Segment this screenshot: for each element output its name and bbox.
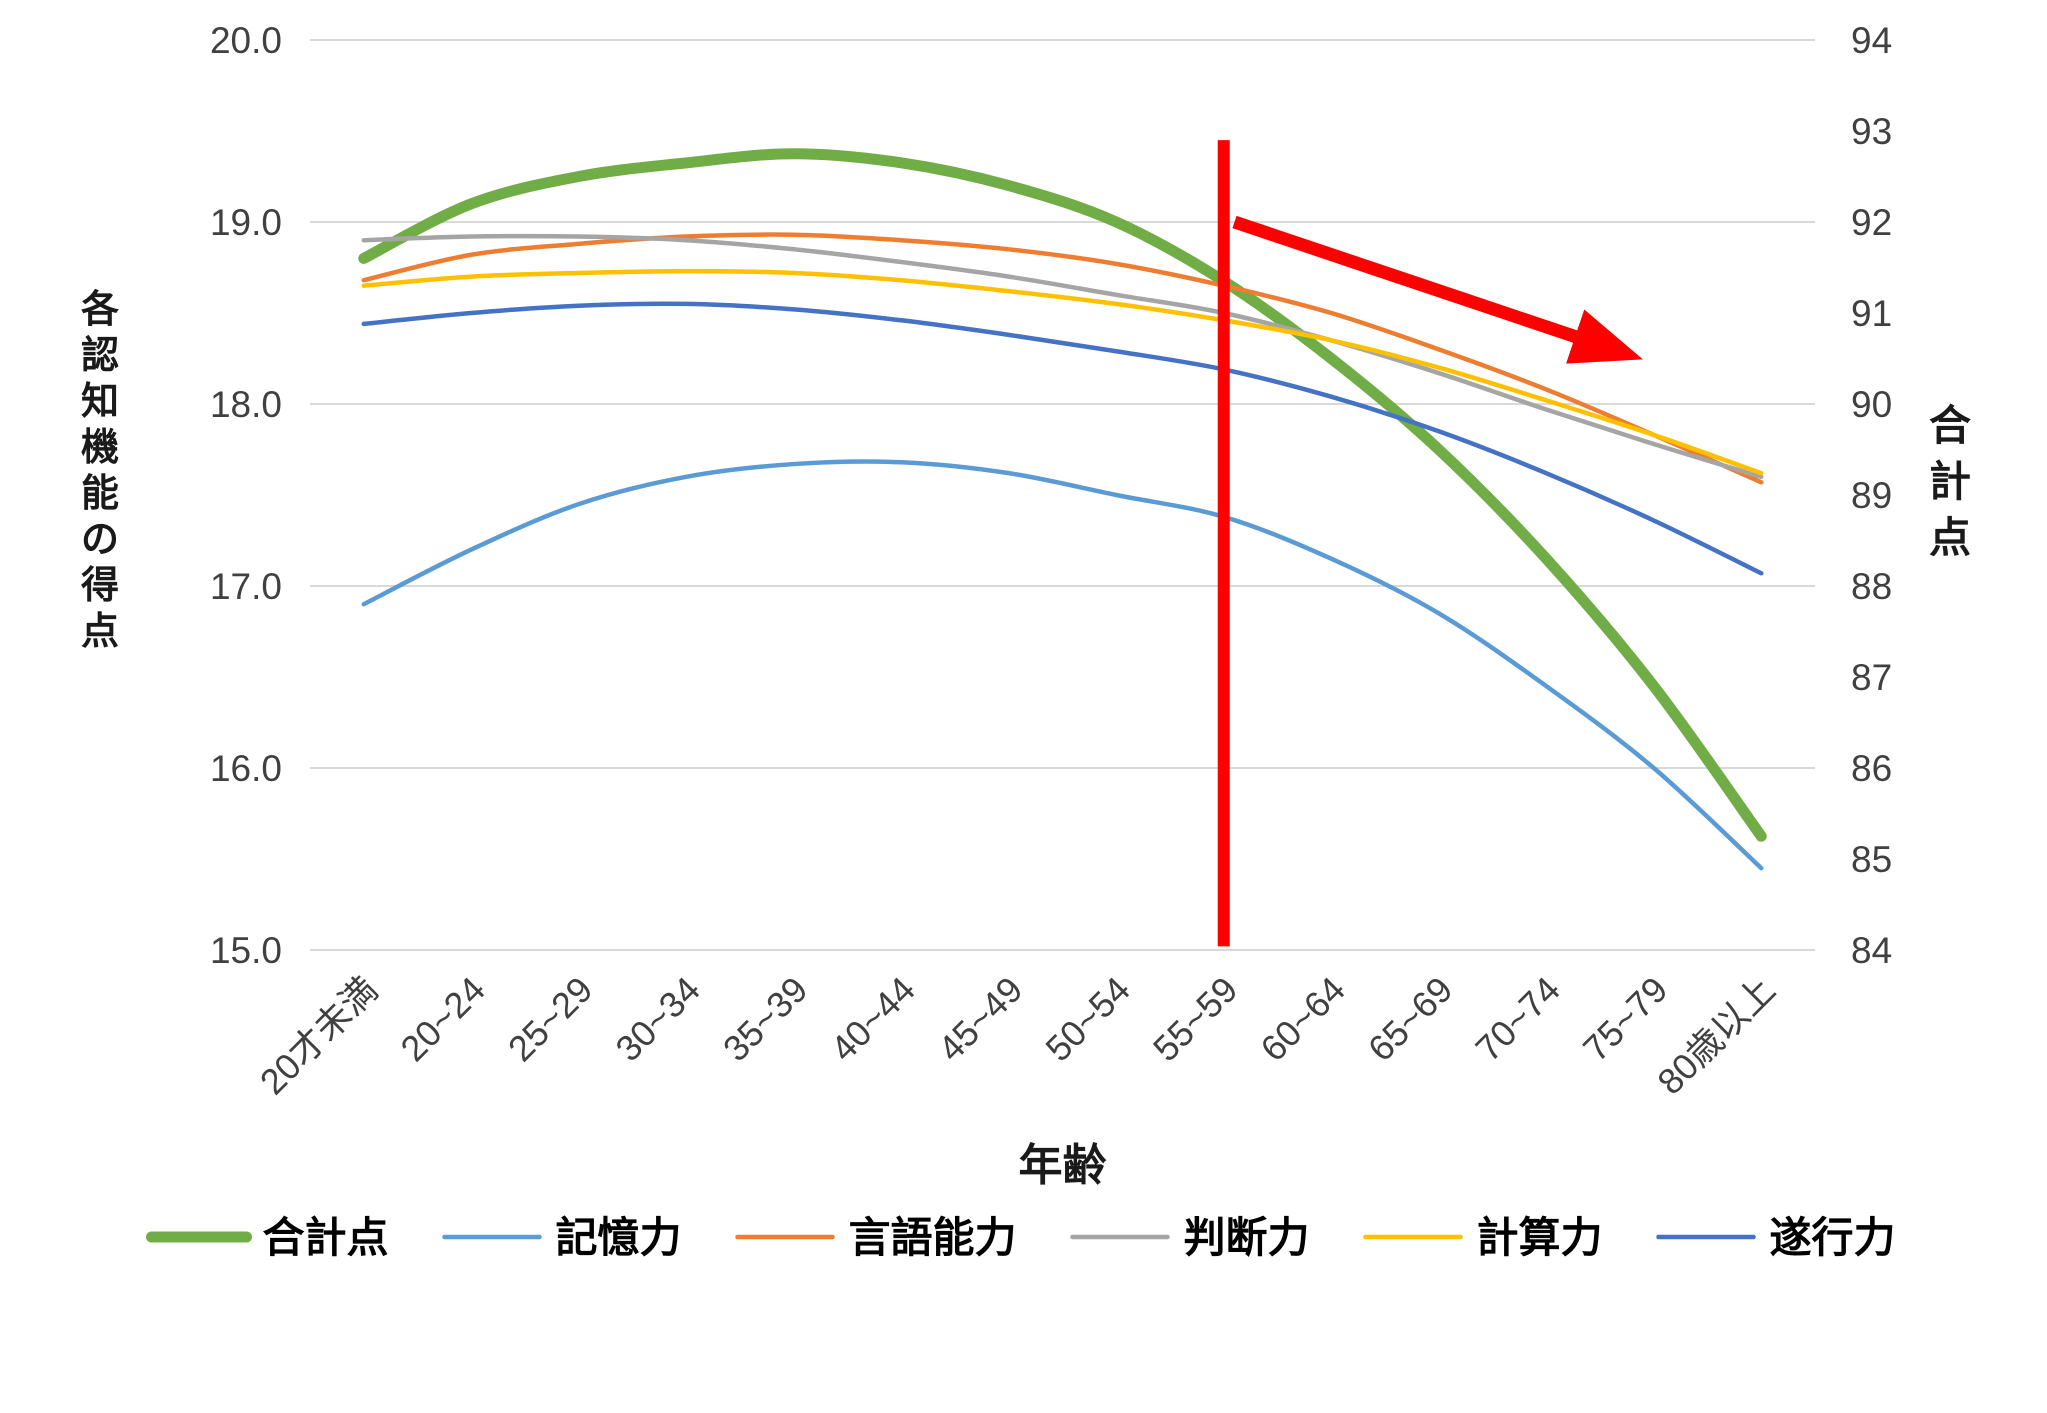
left-axis-tick-label: 16.0 bbox=[210, 748, 282, 789]
legend-item-calculation: 計算力 bbox=[1363, 1214, 1603, 1261]
series-line-memory bbox=[361, 459, 1764, 871]
left-axis-tick-label: 19.0 bbox=[210, 202, 282, 243]
left-axis-tick-label: 17.0 bbox=[210, 566, 282, 607]
series-line-judgment bbox=[361, 233, 1764, 480]
right-axis-tick-label: 87 bbox=[1851, 657, 1892, 698]
legend-label-memory: 記憶力 bbox=[556, 1214, 682, 1261]
left-axis-title: 各認知機能の得点 bbox=[81, 288, 120, 653]
x-axis-tick-label: 30~34 bbox=[607, 969, 707, 1069]
series-line-execution bbox=[361, 301, 1764, 576]
series-line-calculation bbox=[361, 268, 1764, 476]
gridlines-group bbox=[310, 39, 1815, 951]
x-axis-tick-label: 25~29 bbox=[500, 969, 600, 1069]
left-axis-tick-label: 20.0 bbox=[210, 20, 282, 61]
left-axis-tick-label: 18.0 bbox=[210, 384, 282, 425]
x-axis-tick-label: 75~79 bbox=[1575, 969, 1675, 1069]
series-group bbox=[358, 148, 1767, 871]
x-axis-tick-label: 65~69 bbox=[1360, 969, 1460, 1069]
right-axis-title: 合計点 bbox=[1929, 402, 1971, 561]
series-line-language bbox=[361, 232, 1764, 485]
x-axis-tick-label: 70~74 bbox=[1467, 969, 1567, 1069]
legend-label-language: 言語能力 bbox=[849, 1214, 1017, 1261]
x-axis-tick-label: 60~64 bbox=[1252, 969, 1352, 1069]
legend-label-calculation: 計算力 bbox=[1477, 1214, 1603, 1261]
chart-legend: 合計点 記憶力 言語能力 判断力 計算力 遂行力 bbox=[146, 1214, 1896, 1261]
decline-arrow bbox=[1232, 215, 1643, 364]
x-axis-tick-label: 50~54 bbox=[1037, 969, 1137, 1069]
legend-item-total-score: 合計点 bbox=[146, 1214, 389, 1261]
right-axis-tick-label: 84 bbox=[1851, 930, 1892, 971]
right-axis-tick-label: 88 bbox=[1851, 566, 1892, 607]
x-axis-tick-label: 40~44 bbox=[822, 969, 922, 1069]
legend-item-memory: 記憶力 bbox=[442, 1214, 682, 1261]
right-axis-tick-label: 90 bbox=[1851, 384, 1892, 425]
x-axis-tick-label: 20~24 bbox=[392, 969, 492, 1069]
right-axis-tick-label: 89 bbox=[1851, 475, 1892, 516]
x-axis-tick-label: 55~59 bbox=[1145, 969, 1245, 1069]
x-axis-tick-label: 20才未満 bbox=[252, 969, 386, 1103]
legend-item-judgment: 判断力 bbox=[1070, 1214, 1310, 1261]
legend-label-judgment: 判断力 bbox=[1184, 1214, 1310, 1261]
right-axis-tick-label: 93 bbox=[1851, 111, 1892, 152]
right-axis-tick-label: 94 bbox=[1851, 20, 1892, 61]
series-line-total-score bbox=[358, 148, 1767, 842]
legend-item-language: 言語能力 bbox=[735, 1214, 1017, 1261]
annotations-group bbox=[1217, 140, 1643, 947]
legend-label-execution: 遂行力 bbox=[1770, 1214, 1896, 1261]
x-axis-tick-label: 80歳以上 bbox=[1649, 969, 1783, 1103]
x-axis-tick-label: 45~49 bbox=[930, 969, 1030, 1069]
right-axis-tick-label: 85 bbox=[1851, 839, 1892, 880]
right-axis-tick-label: 86 bbox=[1851, 748, 1892, 789]
x-axis-title: 年齢 bbox=[1019, 1141, 1107, 1190]
legend-label-total-score: 合計点 bbox=[263, 1214, 389, 1261]
right-axis-tick-label: 91 bbox=[1851, 293, 1892, 334]
left-axis-tick-label: 15.0 bbox=[210, 930, 282, 971]
x-axis-tick-label: 35~39 bbox=[715, 969, 815, 1069]
legend-item-execution: 遂行力 bbox=[1656, 1214, 1896, 1261]
right-axis-tick-label: 92 bbox=[1851, 202, 1892, 243]
